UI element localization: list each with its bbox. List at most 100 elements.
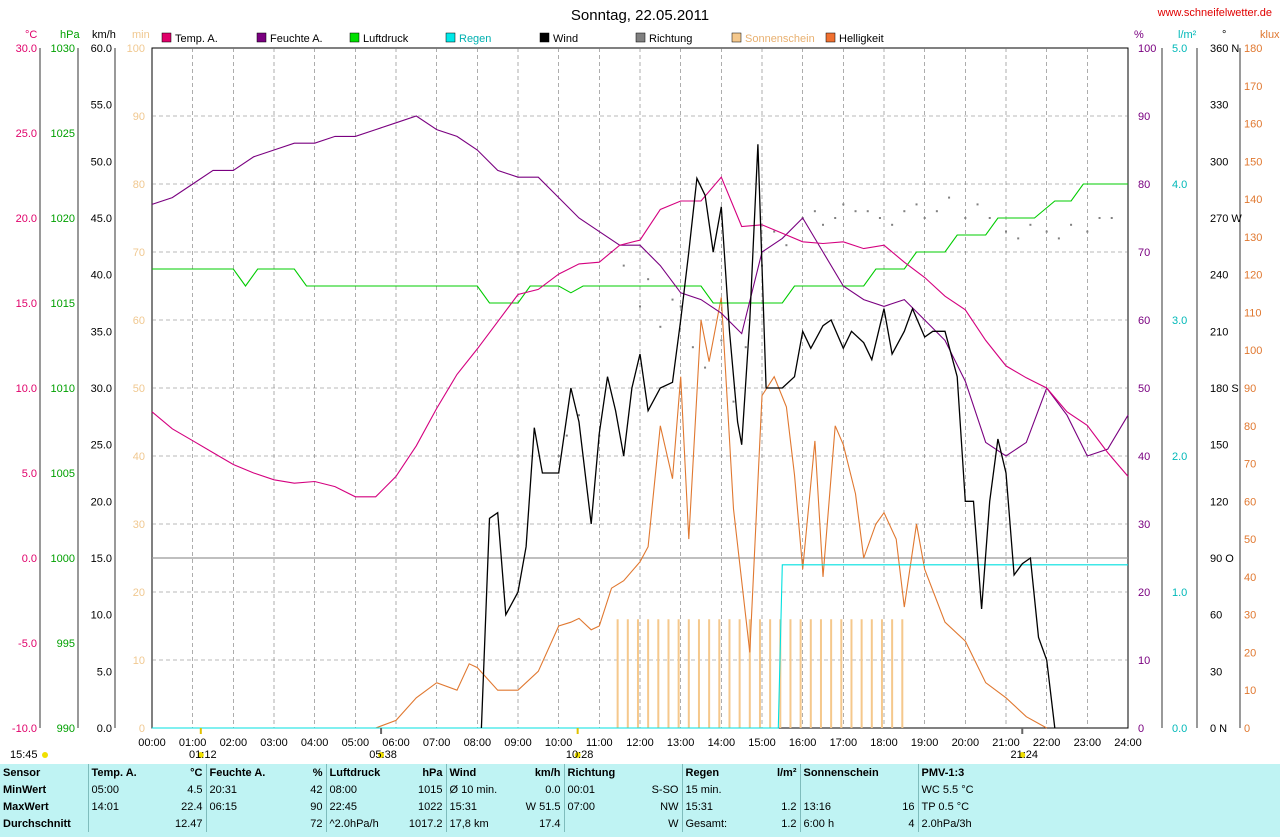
tick-label: 995	[57, 638, 75, 650]
stats-cell: 17.4	[539, 817, 561, 830]
tick-label: 0.0	[1172, 723, 1187, 735]
time-tick-label: 15:00	[748, 737, 776, 749]
sun-icon	[378, 752, 385, 758]
time-tick-label: 10:00	[545, 737, 573, 749]
time-markers: 15:45 01:12 05:38 10:28 21:24	[10, 728, 1038, 761]
time-tick-label: 06:00	[382, 737, 410, 749]
stats-row-min: MinWert 05:00 4.5 20:31 42 08:00 1015 Ø 10 min.…	[0, 781, 1279, 798]
tick-label: 180	[1244, 43, 1262, 55]
tick-label: 20	[1244, 647, 1256, 659]
tick-label: -5.0	[18, 638, 37, 650]
tick-label: 20	[1138, 587, 1150, 599]
tick-label: 170	[1244, 81, 1262, 93]
tick-label: 0	[139, 723, 145, 735]
tick-label: 240	[1210, 270, 1228, 282]
stats-cell: 13:16	[799, 798, 880, 815]
legend: Temp. A. Feuchte A. Luftdruck Regen Wind Rich…	[161, 32, 884, 45]
tick-label: 1015	[51, 298, 75, 310]
grid	[151, 47, 1129, 729]
stats-cell: 14:01	[87, 798, 150, 815]
tick-label: 30.0	[16, 43, 37, 55]
tick-label: 90 O	[1210, 553, 1234, 565]
direction-point	[842, 203, 845, 206]
tick-label: 0.0	[22, 553, 37, 565]
stats-cell: 05:00	[87, 781, 150, 798]
stats-cell: 72	[310, 817, 323, 830]
stats-cell: PMV-1:3	[917, 764, 1279, 781]
tick-label: 130	[1244, 232, 1262, 244]
tick-label: 10.0	[16, 383, 37, 395]
legend-label: Feuchte A.	[270, 33, 323, 45]
time-tick-label: 16:00	[789, 737, 817, 749]
tick-label: 0.0	[97, 723, 112, 735]
direction-point	[704, 366, 707, 369]
temp-line	[151, 176, 1129, 498]
tick-label: 80	[133, 179, 145, 191]
stats-cell: 6:00 h	[799, 815, 880, 832]
stats-cell	[563, 815, 630, 832]
stats-cell: Sonnenschein min	[799, 764, 880, 781]
direction-point	[822, 223, 824, 226]
legend-swatch	[539, 32, 550, 43]
stats-cell: Wind	[445, 764, 510, 781]
rain-line	[152, 564, 1128, 729]
direction-point	[1017, 237, 1020, 240]
time-tick-label: 20:00	[952, 737, 980, 749]
stats-cell: 4	[908, 817, 915, 830]
stats-cell	[799, 781, 880, 798]
stats-cell	[880, 764, 918, 781]
direction-point	[1098, 217, 1101, 219]
stats-cell: 4.5	[187, 783, 203, 796]
tick-label: 20.0	[16, 213, 37, 225]
tick-label: 70	[1138, 247, 1150, 259]
direction-point	[732, 400, 735, 403]
stats-cell: 42	[310, 783, 323, 796]
stats-cell: Luftdruck	[325, 764, 388, 781]
stats-cell: 17,8 km	[445, 815, 510, 832]
direction-point	[891, 223, 894, 226]
time-marker-label: 05:38	[369, 749, 397, 761]
legend-label: Temp. A.	[175, 33, 218, 45]
direction-point	[935, 210, 938, 213]
stats-cell	[630, 764, 682, 781]
tick-label: 120	[1244, 270, 1262, 282]
tick-label: -10.0	[12, 723, 37, 735]
tick-label: 360 N	[1210, 43, 1239, 55]
tick-label: 5.0	[22, 468, 37, 480]
pressure-line	[152, 183, 1128, 304]
wind-line	[480, 144, 1056, 729]
direction-point	[923, 217, 926, 219]
stats-cell: MaxWert	[3, 800, 49, 813]
tick-label: 270 W	[1210, 213, 1242, 225]
tick-label: 210	[1210, 326, 1228, 338]
stats-cell: 22:45	[325, 798, 388, 815]
tick-label: 330	[1210, 100, 1228, 112]
site-url: www.schneifelwetter.de	[1157, 7, 1272, 19]
direction-point	[915, 203, 918, 206]
tick-label: 60	[1138, 315, 1150, 327]
stats-table: Sensor Temp. A. °C Feuchte A.% Luftdruck hPa W…	[0, 764, 1279, 832]
direction-point	[854, 210, 857, 213]
chart-title: Sonntag, 22.05.2011	[571, 7, 709, 24]
stats-cell: l/m²	[776, 766, 797, 779]
tick-label: 60	[133, 315, 145, 327]
tick-label: 80	[1138, 179, 1150, 191]
tick-label: 0 N	[1210, 723, 1227, 735]
tick-label: 2.0	[1172, 451, 1187, 463]
direction-point	[622, 264, 625, 267]
tick-label: 10.0	[91, 610, 112, 622]
stats-cell: Richtung	[563, 764, 630, 781]
tick-label: 3.0	[1172, 315, 1187, 327]
time-tick-label: 22:00	[1033, 737, 1061, 749]
direction-point	[964, 217, 967, 219]
legend-label: Regen	[459, 33, 491, 45]
stats-cell: ^2.0hPa/h	[325, 815, 388, 832]
legend-swatch	[731, 32, 742, 43]
stats-cell: Temp. A.	[87, 764, 150, 781]
axis-title: km/h	[92, 29, 116, 41]
stats-cell: 1015	[418, 783, 443, 796]
time-tick-label: 24:00	[1114, 737, 1142, 749]
direction-point	[903, 210, 906, 213]
tick-label: 20.0	[91, 496, 112, 508]
tick-label: 1005	[51, 468, 75, 480]
